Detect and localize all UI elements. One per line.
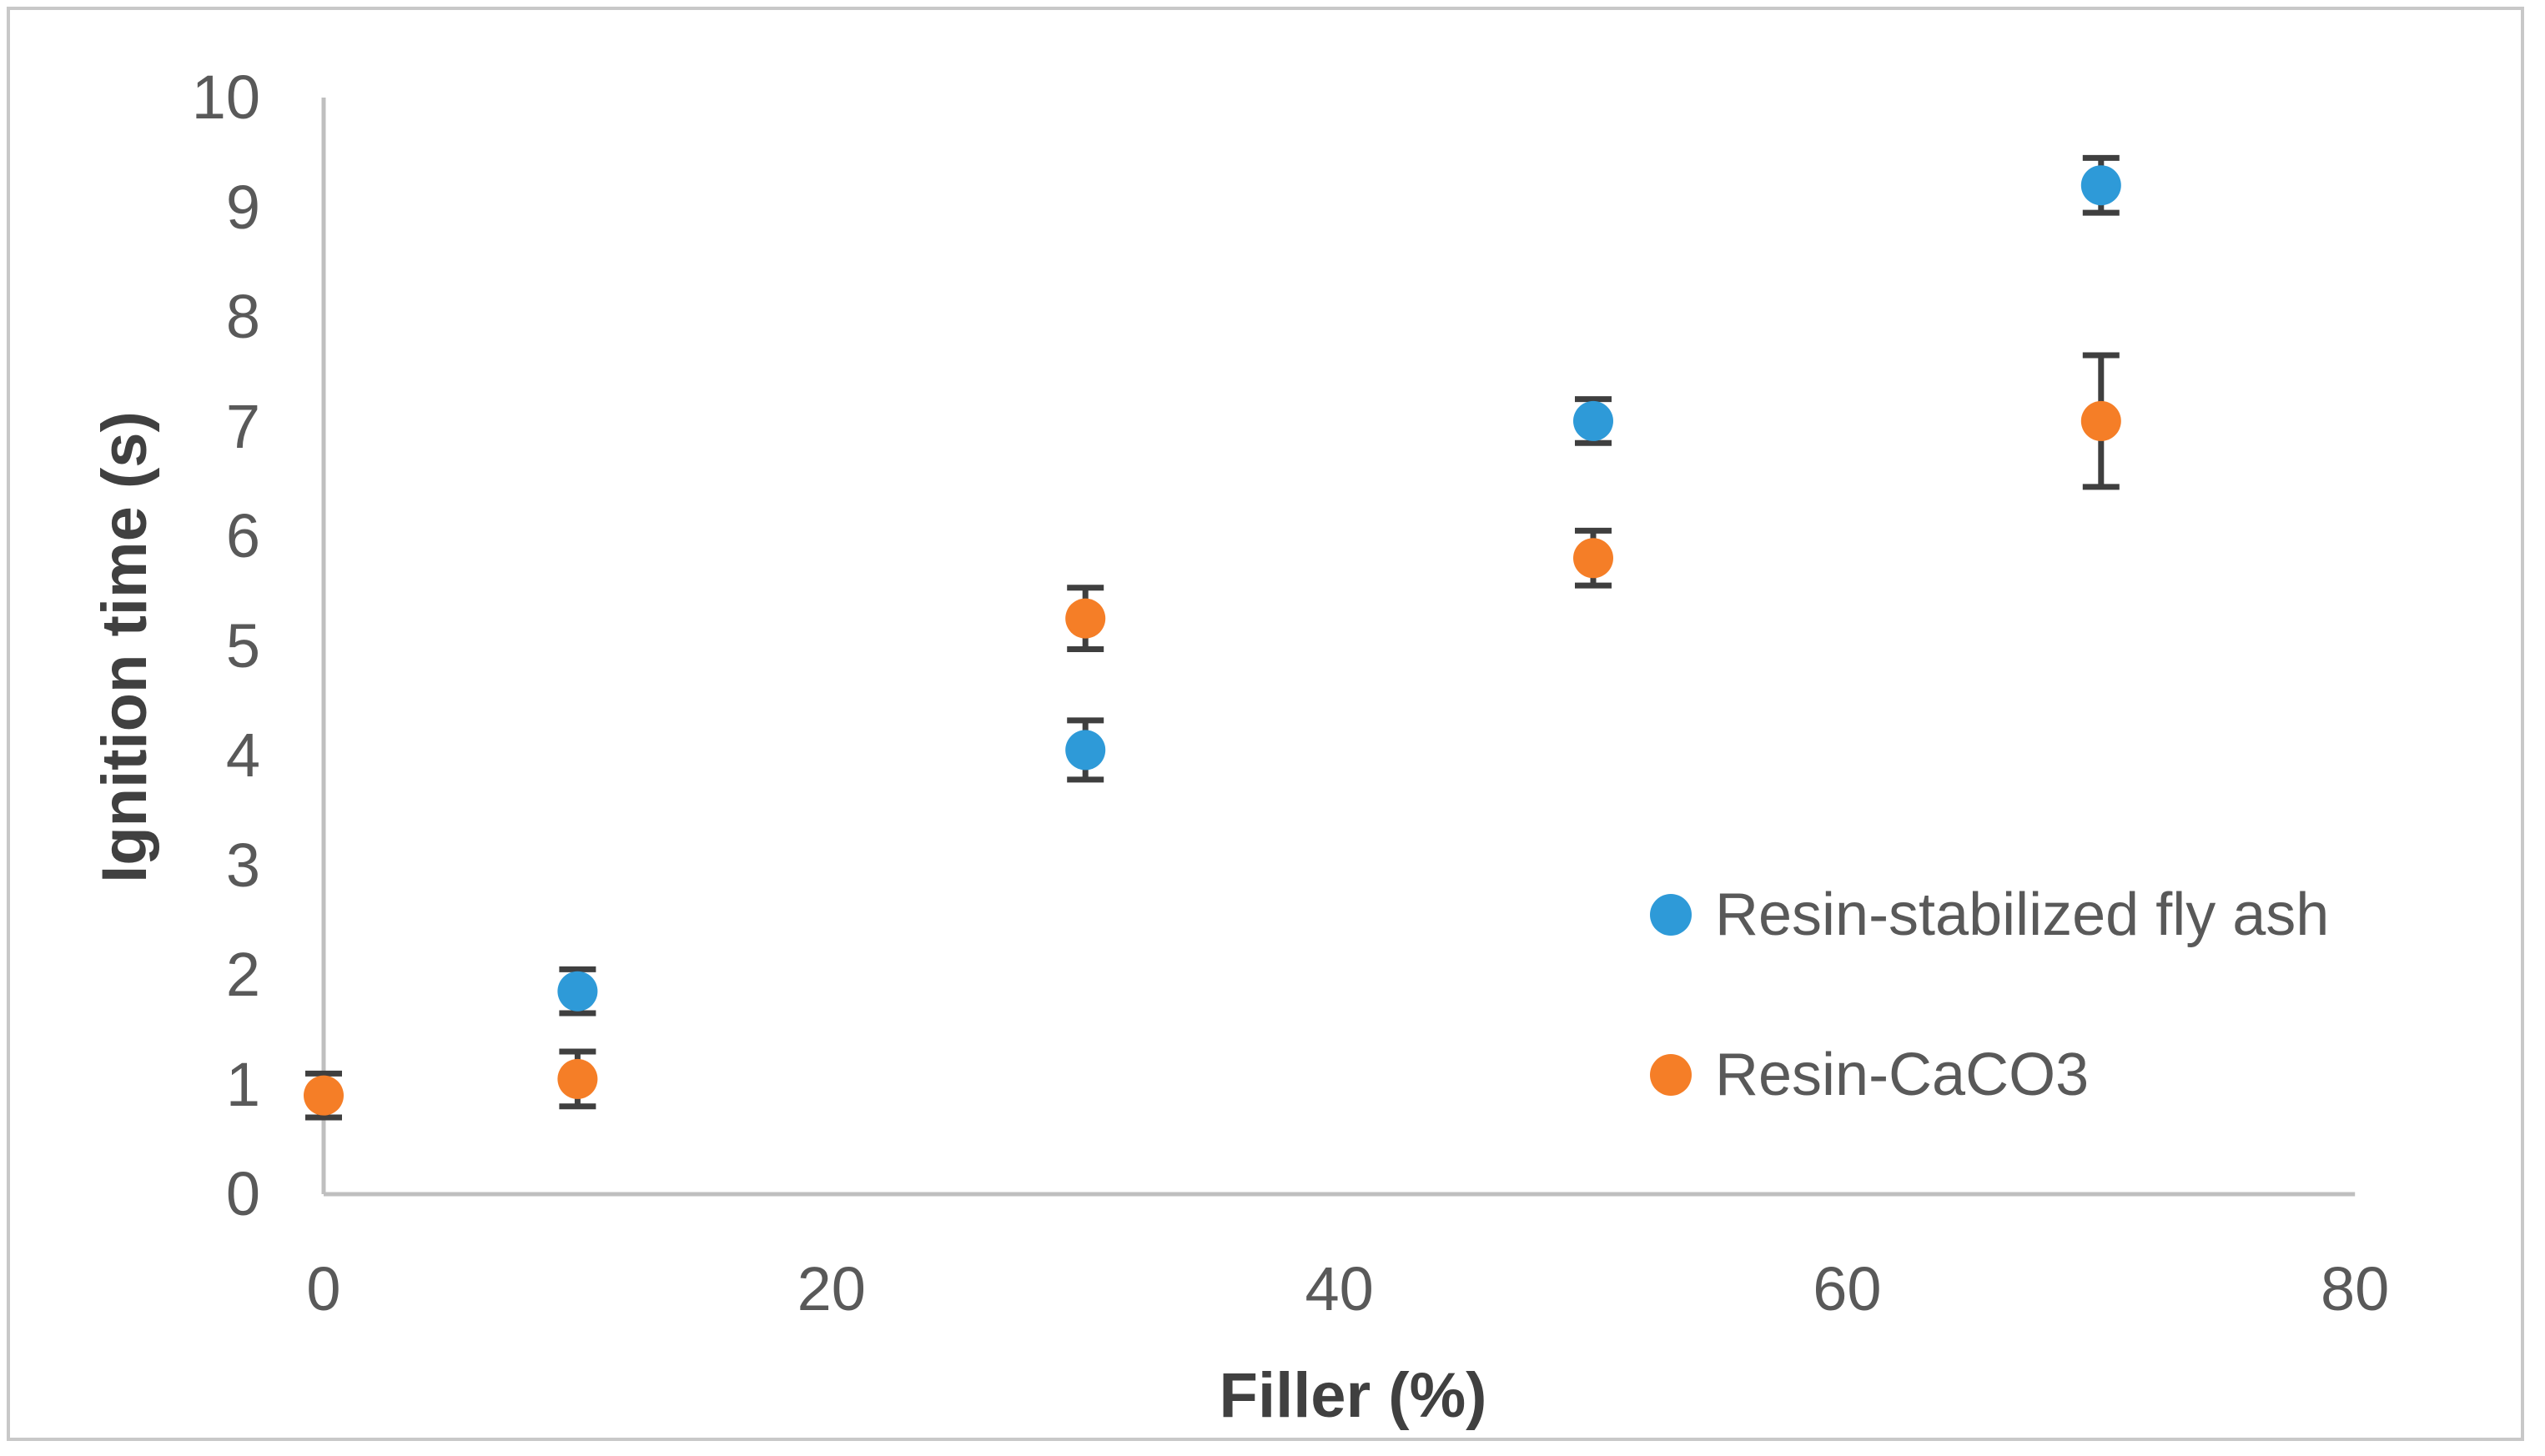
legend-label: Resin-CaCO3: [1715, 1042, 2090, 1108]
legend-label: Resin-stabilized fly ash: [1715, 881, 2330, 948]
data-point: [2080, 400, 2121, 441]
y-tick-label: 0: [225, 1159, 260, 1228]
y-tick-label: 6: [225, 501, 260, 570]
y-tick-label: 2: [225, 940, 260, 1009]
x-tick-label: 20: [797, 1254, 866, 1323]
data-point: [1065, 598, 1106, 639]
legend-entry: Resin-CaCO3: [1650, 1045, 2089, 1105]
y-axis-title: Ignition time (s): [89, 411, 160, 883]
x-axis-title: Filler (%): [1219, 1360, 1487, 1431]
x-tick-label: 80: [2321, 1254, 2390, 1323]
chart-frame: [7, 7, 2524, 1441]
x-tick-label: 60: [1813, 1254, 1882, 1323]
data-point: [2080, 165, 2121, 206]
y-tick-label: 7: [225, 391, 260, 461]
y-tick-label: 10: [191, 63, 260, 132]
legend-marker-icon: [1650, 894, 1692, 936]
data-point: [304, 1075, 344, 1116]
x-tick-label: 0: [306, 1254, 341, 1323]
data-point: [1573, 400, 1613, 441]
y-tick-label: 8: [225, 282, 260, 351]
x-tick-label: 40: [1305, 1254, 1374, 1323]
y-tick-label: 3: [225, 830, 260, 900]
legend-marker-icon: [1650, 1054, 1692, 1096]
y-tick-label: 5: [225, 610, 260, 680]
y-tick-label: 1: [225, 1049, 260, 1119]
data-point: [557, 1058, 598, 1099]
y-tick-label: 9: [225, 172, 260, 242]
y-tick-label: 4: [225, 720, 260, 790]
legend-entry: Resin-stabilized fly ash: [1650, 885, 2329, 945]
data-point: [557, 971, 598, 1012]
data-point: [1573, 538, 1613, 579]
data-point: [1065, 730, 1106, 771]
